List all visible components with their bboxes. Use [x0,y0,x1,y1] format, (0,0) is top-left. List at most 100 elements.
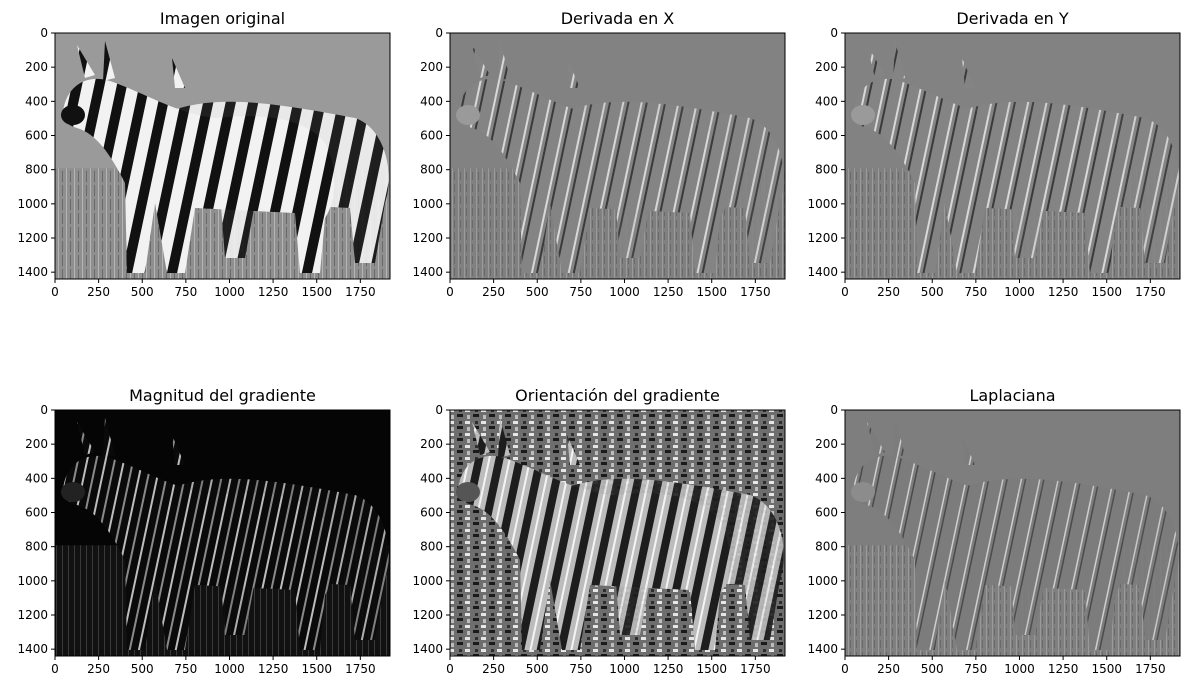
x-tick-label: 250 [87,662,110,676]
y-tick-label: 400 [25,94,48,108]
subplot-image [844,409,1181,657]
y-tick-label: 800 [420,540,443,554]
y-tick-label: 400 [420,471,443,485]
x-tick-label: 1000 [609,662,640,676]
x-tick-label: 1250 [258,662,289,676]
subplot-image [54,409,391,657]
x-tick-label: 500 [921,285,944,299]
subplot-title: Derivada en X [561,9,675,28]
y-tick-label: 200 [420,60,443,74]
y-tick-label: 1400 [807,265,838,279]
x-tick-label: 0 [841,662,849,676]
subplot-image [54,32,391,280]
x-tick-label: 1000 [1004,662,1035,676]
x-tick-label: 1000 [609,285,640,299]
y-tick-label: 1200 [412,608,443,622]
y-tick-label: 800 [815,540,838,554]
subplot-5: Orientación del gradiente 0 250 500 750 1000 1… [412,386,786,676]
x-tick-label: 1750 [740,285,771,299]
x-tick-label: 0 [446,285,454,299]
x-tick-label: 1750 [1135,285,1166,299]
subplot-image [449,409,786,657]
x-tick-label: 1500 [301,285,332,299]
subplot-4: Magnitud del gradiente 0 250 500 750 1000 1250… [17,386,391,676]
y-tick-label: 0 [435,403,443,417]
y-tick-label: 1000 [807,197,838,211]
y-tick-label: 1400 [412,642,443,656]
y-tick-label: 600 [420,506,443,520]
x-tick-label: 0 [51,662,59,676]
subplot-3: Derivada en Y 0 250 500 750 1000 1250 1500 1750 0… [807,9,1181,299]
x-tick-label: 1250 [1048,662,1079,676]
subplot-image [844,32,1181,280]
x-tick-label: 750 [964,285,987,299]
x-tick-label: 250 [877,285,900,299]
x-tick-label: 250 [482,662,505,676]
y-tick-label: 1400 [17,265,48,279]
subplot-1: Imagen original 0 250 500 750 1000 1250 1500 175… [17,9,391,299]
x-tick-label: 1250 [653,662,684,676]
subplot-image [449,32,786,280]
y-tick-label: 0 [40,26,48,40]
y-tick-label: 800 [420,163,443,177]
x-tick-label: 1750 [345,285,376,299]
subplot-title: Imagen original [160,9,285,28]
y-tick-label: 1000 [412,197,443,211]
y-tick-label: 0 [830,26,838,40]
x-tick-label: 0 [841,285,849,299]
subplot-title: Orientación del gradiente [515,386,720,405]
x-tick-label: 250 [482,285,505,299]
y-tick-label: 200 [25,60,48,74]
y-tick-label: 1000 [17,197,48,211]
x-tick-label: 1250 [258,285,289,299]
x-tick-label: 1750 [1135,662,1166,676]
y-tick-label: 1400 [17,642,48,656]
subplot-title: Magnitud del gradiente [129,386,316,405]
subplot-title: Laplaciana [969,386,1055,405]
x-tick-label: 750 [964,662,987,676]
y-tick-label: 200 [420,437,443,451]
y-tick-label: 0 [435,26,443,40]
y-tick-label: 400 [25,471,48,485]
x-tick-label: 1000 [214,285,245,299]
x-tick-label: 1000 [1004,285,1035,299]
y-tick-label: 1200 [807,231,838,245]
x-tick-label: 1250 [1048,285,1079,299]
x-tick-label: 500 [131,662,154,676]
y-tick-label: 400 [815,94,838,108]
y-tick-label: 1200 [412,231,443,245]
y-tick-label: 800 [25,540,48,554]
y-tick-label: 400 [420,94,443,108]
y-tick-label: 600 [815,129,838,143]
subplot-6: Laplaciana 0 250 500 750 1000 1250 1500 1750 0 200… [807,386,1181,676]
y-tick-label: 800 [815,163,838,177]
x-tick-label: 750 [174,285,197,299]
y-tick-label: 1200 [17,231,48,245]
y-tick-label: 600 [420,129,443,143]
y-tick-label: 800 [25,163,48,177]
x-tick-label: 500 [526,662,549,676]
y-tick-label: 1200 [17,608,48,622]
x-tick-label: 1750 [345,662,376,676]
y-tick-label: 600 [25,506,48,520]
x-tick-label: 1500 [301,662,332,676]
x-tick-label: 0 [51,285,59,299]
y-tick-label: 200 [25,437,48,451]
x-tick-label: 1500 [696,285,727,299]
y-tick-label: 600 [25,129,48,143]
x-tick-label: 500 [921,662,944,676]
y-tick-label: 1400 [807,642,838,656]
y-tick-label: 1400 [412,265,443,279]
x-tick-label: 1500 [1091,662,1122,676]
x-tick-label: 250 [87,285,110,299]
y-tick-label: 1200 [807,608,838,622]
x-tick-label: 750 [174,662,197,676]
subplot-title: Derivada en Y [956,9,1069,28]
y-tick-label: 1000 [17,574,48,588]
x-tick-label: 500 [131,285,154,299]
x-tick-label: 1000 [214,662,245,676]
x-tick-label: 1250 [653,285,684,299]
y-tick-label: 1000 [412,574,443,588]
x-tick-label: 1500 [1091,285,1122,299]
